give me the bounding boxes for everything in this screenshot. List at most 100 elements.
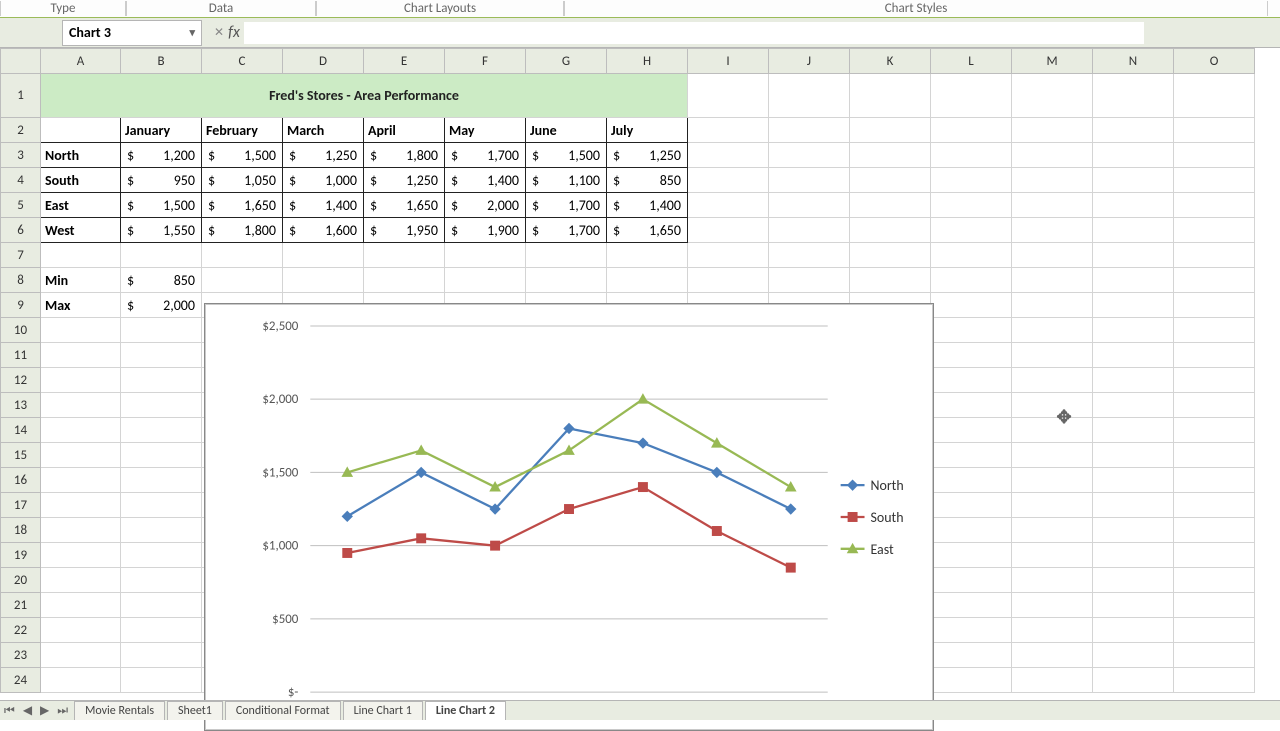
cell[interactable]: [931, 468, 1012, 493]
cell[interactable]: [1174, 668, 1255, 693]
cell[interactable]: [1012, 168, 1093, 193]
cell-month-header[interactable]: May: [445, 118, 526, 143]
cell[interactable]: [121, 243, 202, 268]
cell[interactable]: [1093, 618, 1174, 643]
cell[interactable]: [1093, 193, 1174, 218]
select-all-corner[interactable]: [1, 49, 41, 74]
row-header-7[interactable]: 7: [1, 243, 41, 268]
cell[interactable]: [526, 268, 607, 293]
cell[interactable]: [1012, 293, 1093, 318]
col-header-L[interactable]: L: [931, 49, 1012, 74]
cell[interactable]: $1,000: [283, 168, 364, 193]
cell[interactable]: [688, 268, 769, 293]
cell[interactable]: [769, 168, 850, 193]
cell[interactable]: $1,650: [364, 193, 445, 218]
cell[interactable]: [41, 243, 121, 268]
cell[interactable]: [931, 443, 1012, 468]
cell[interactable]: [41, 668, 121, 693]
cell[interactable]: [1012, 268, 1093, 293]
cell[interactable]: [1174, 268, 1255, 293]
row-header-4[interactable]: 4: [1, 168, 41, 193]
cell[interactable]: [121, 618, 202, 643]
cell[interactable]: [1093, 318, 1174, 343]
cell[interactable]: [41, 343, 121, 368]
cell[interactable]: $1,900: [445, 218, 526, 243]
cell[interactable]: [1012, 218, 1093, 243]
cell[interactable]: [1174, 643, 1255, 668]
row-header-11[interactable]: 11: [1, 343, 41, 368]
tab-nav[interactable]: ◀: [19, 703, 36, 718]
cell[interactable]: $2,000: [445, 193, 526, 218]
cell[interactable]: [850, 268, 931, 293]
cell[interactable]: [41, 368, 121, 393]
row-header-18[interactable]: 18: [1, 518, 41, 543]
row-header-24[interactable]: 24: [1, 668, 41, 693]
cell[interactable]: [688, 143, 769, 168]
cell[interactable]: [202, 243, 283, 268]
cell-month-header[interactable]: February: [202, 118, 283, 143]
cell[interactable]: [1093, 268, 1174, 293]
title-cell[interactable]: Fred's Stores - Area Performance: [41, 74, 688, 118]
row-header-16[interactable]: 16: [1, 468, 41, 493]
sheet-tab-bar[interactable]: ⏮◀▶⏭Movie RentalsSheet1Conditional Forma…: [0, 700, 1280, 720]
cell[interactable]: $1,650: [202, 193, 283, 218]
cell[interactable]: [931, 368, 1012, 393]
cell[interactable]: [931, 218, 1012, 243]
cell[interactable]: [1174, 443, 1255, 468]
cell[interactable]: [1093, 168, 1174, 193]
cell[interactable]: [931, 193, 1012, 218]
cell[interactable]: [41, 393, 121, 418]
cell[interactable]: [1012, 618, 1093, 643]
cell[interactable]: [769, 218, 850, 243]
cell[interactable]: $1,400: [445, 168, 526, 193]
cell[interactable]: [1174, 118, 1255, 143]
cell[interactable]: [121, 393, 202, 418]
cell-stat-label[interactable]: Min: [41, 268, 121, 293]
cell[interactable]: [769, 193, 850, 218]
spreadsheet-grid[interactable]: ABCDEFGHIJKLMNO1Fred's Stores - Area Per…: [0, 48, 1280, 693]
cell[interactable]: [931, 418, 1012, 443]
cell[interactable]: [1093, 443, 1174, 468]
cell[interactable]: [931, 318, 1012, 343]
cell[interactable]: [41, 493, 121, 518]
cell[interactable]: [1012, 493, 1093, 518]
col-header-I[interactable]: I: [688, 49, 769, 74]
cell[interactable]: [931, 593, 1012, 618]
cell[interactable]: [1012, 668, 1093, 693]
row-header-5[interactable]: 5: [1, 193, 41, 218]
cell-region-label[interactable]: South: [41, 168, 121, 193]
cell[interactable]: [1093, 243, 1174, 268]
cell[interactable]: $1,800: [364, 143, 445, 168]
cell[interactable]: [607, 268, 688, 293]
cell-month-header[interactable]: March: [283, 118, 364, 143]
col-header-M[interactable]: M: [1012, 49, 1093, 74]
cell[interactable]: [931, 568, 1012, 593]
cell[interactable]: [1174, 493, 1255, 518]
cell[interactable]: $2,000: [121, 293, 202, 318]
cell[interactable]: [1012, 468, 1093, 493]
cell[interactable]: [931, 293, 1012, 318]
cell[interactable]: [1093, 343, 1174, 368]
cell[interactable]: [769, 268, 850, 293]
cell[interactable]: [1093, 668, 1174, 693]
cell[interactable]: $850: [607, 168, 688, 193]
cell[interactable]: [121, 543, 202, 568]
cell[interactable]: [931, 243, 1012, 268]
sheet-tab[interactable]: Conditional Format: [225, 701, 341, 720]
cell[interactable]: [931, 393, 1012, 418]
cell[interactable]: $1,200: [121, 143, 202, 168]
row-header-10[interactable]: 10: [1, 318, 41, 343]
cell[interactable]: [607, 243, 688, 268]
cell[interactable]: [1174, 593, 1255, 618]
tab-nav[interactable]: ⏮: [0, 704, 19, 718]
cell[interactable]: [1012, 643, 1093, 668]
row-header-19[interactable]: 19: [1, 543, 41, 568]
cell[interactable]: [1012, 593, 1093, 618]
cell[interactable]: [41, 618, 121, 643]
cell[interactable]: [1012, 418, 1093, 443]
cell[interactable]: [41, 318, 121, 343]
cell[interactable]: [1093, 74, 1174, 118]
col-header-J[interactable]: J: [769, 49, 850, 74]
sheet-tab[interactable]: Sheet1: [167, 701, 223, 720]
row-header-2[interactable]: 2: [1, 118, 41, 143]
